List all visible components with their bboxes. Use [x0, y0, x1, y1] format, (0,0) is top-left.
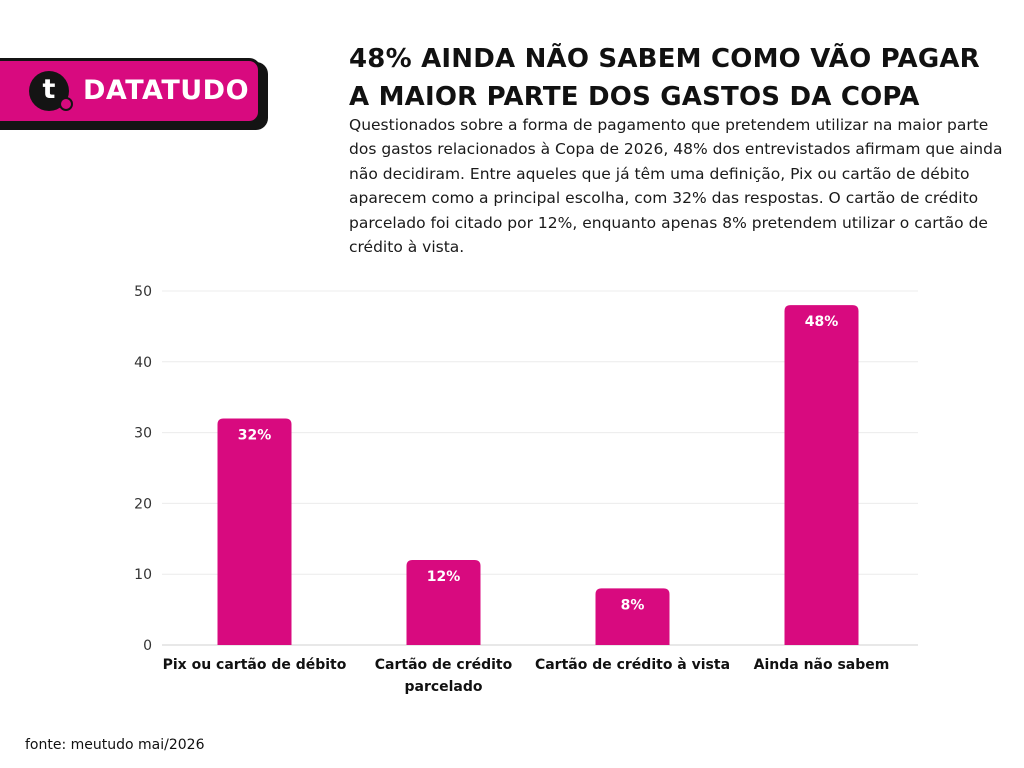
data-label: 32%: [238, 427, 272, 443]
x-tick-label: Pix ou cartão de débito: [163, 657, 347, 673]
x-tick-label: Cartão de crédito parcelado: [375, 657, 513, 695]
data-label: 12%: [427, 569, 461, 585]
x-tick-label: Cartão de crédito à vista: [535, 657, 730, 673]
bar-chart: 0 10 20 30 40 50 32% 12% 8% 48% Pix ou cartão de…: [134, 284, 918, 695]
data-label: 48%: [805, 314, 839, 330]
brand-mark-dot: [59, 97, 73, 111]
y-tick-label: 40: [134, 355, 152, 371]
y-axis: 0 10 20 30 40 50: [134, 284, 152, 654]
x-tick-label-line: Cartão de crédito: [375, 657, 513, 673]
bar: [406, 560, 481, 645]
chart-bars: 32% 12% 8% 48%: [217, 305, 859, 645]
x-axis: Pix ou cartão de débito Cartão de crédito…: [163, 657, 890, 695]
source-note: fonte: meutudo mai/2026: [25, 737, 205, 753]
y-tick-label: 0: [143, 638, 152, 654]
bar: [784, 305, 859, 645]
brand-name: DATATUDO: [83, 75, 250, 106]
y-tick-label: 50: [134, 284, 152, 300]
x-tick-label-line: Pix ou cartão de débito: [163, 657, 347, 673]
x-tick-label-line: Cartão de crédito à vista: [535, 657, 730, 673]
data-label: 8%: [621, 597, 645, 613]
y-tick-label: 20: [134, 496, 152, 512]
x-tick-label: Ainda não sabem: [754, 657, 890, 673]
y-tick-label: 30: [134, 426, 152, 442]
bar: [217, 418, 292, 645]
x-tick-label-line: Ainda não sabem: [754, 657, 890, 673]
x-tick-label-line: parcelado: [404, 679, 482, 695]
chart-subtitle: Questionados sobre a forma de pagamento …: [349, 116, 1003, 257]
y-tick-label: 10: [134, 567, 152, 583]
bar: [595, 588, 670, 645]
brand-logo: t DATATUDO: [0, 58, 261, 124]
chart-title: 48% AINDA NÃO SABEM COMO VÃO PAGAR A MAI…: [349, 44, 980, 112]
